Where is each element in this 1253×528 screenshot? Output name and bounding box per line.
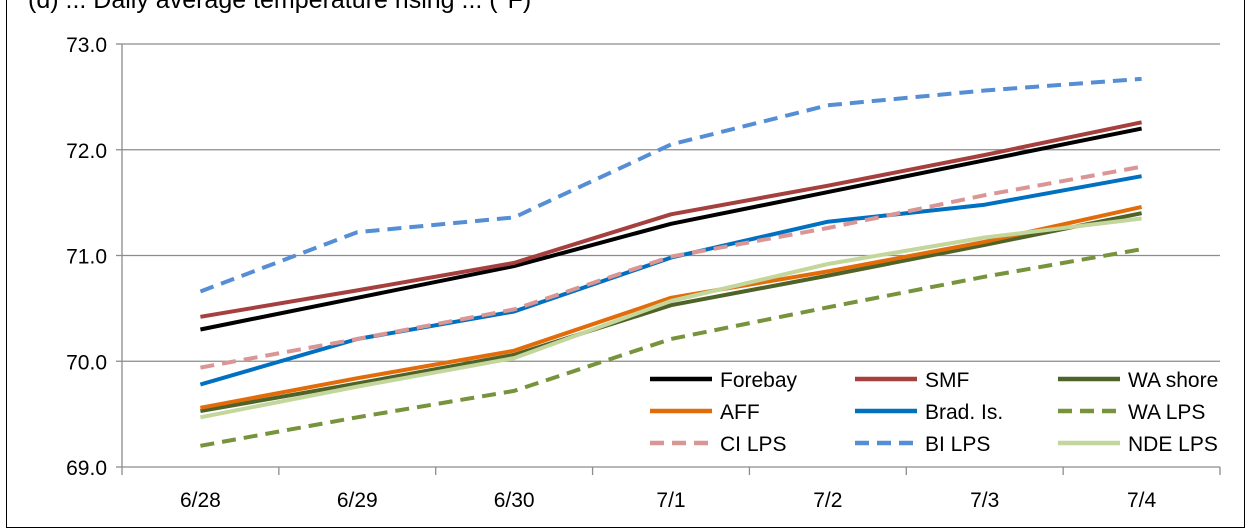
legend-label: Brad. Is. (925, 401, 1003, 424)
chart-title: (d) ... Daily average temperature rising… (28, 0, 532, 14)
legend-item-brad-is: Brad. Is. (855, 401, 1003, 424)
y-tick-label: 73.0 (66, 34, 107, 57)
y-tick-label: 71.0 (66, 246, 107, 269)
legend-item-nde-lps: NDE LPS (1058, 433, 1218, 456)
legend-item-aff: AFF (650, 401, 760, 424)
legend: Forebay SMF WA shore AFF Brad. Is. WA LPS CI L… (640, 362, 1220, 460)
legend-item-forebay: Forebay (650, 369, 798, 392)
legend-background (640, 362, 1220, 460)
legend-label: WA shore (1128, 369, 1218, 392)
series-line-aff (200, 204, 1143, 410)
series-line-bi-lps (199, 76, 1142, 294)
series-line-nde-lps (200, 216, 1142, 420)
series-line-smf (200, 120, 1143, 319)
x-tick-label: 6/30 (494, 489, 535, 512)
x-tick-label: 7/4 (1127, 489, 1157, 512)
legend-label: WA LPS (1128, 401, 1205, 424)
x-tick-label: 6/29 (337, 489, 378, 512)
legend-item-wa-shore: WA shore (1058, 369, 1218, 392)
legend-label: Forebay (720, 369, 798, 392)
y-tick-label: 72.0 (66, 140, 107, 163)
x-tick-label: 7/2 (813, 489, 842, 512)
axis-layer: 69.0 70.0 71.0 72.0 73.0 6/28 6/29 6/30 7/1 7/2 7/… (66, 34, 1221, 512)
series-line-forebay (200, 126, 1142, 332)
series-line-wa-lps (200, 247, 1142, 448)
series-line-wa-shore (200, 211, 1142, 413)
x-tick-label: 7/3 (970, 489, 999, 512)
legend-label: SMF (925, 369, 969, 392)
y-tick-label: 70.0 (66, 351, 107, 374)
series-line-brad-is (199, 174, 1142, 387)
x-tick-label: 7/1 (656, 489, 685, 512)
legend-label: NDE LPS (1128, 433, 1218, 456)
series-layer (199, 76, 1143, 448)
y-tick-label: 69.0 (66, 457, 107, 480)
legend-label: AFF (720, 401, 760, 424)
legend-item-bi-lps: BI LPS (855, 433, 990, 456)
legend-item-smf: SMF (855, 369, 969, 392)
legend-label: CI LPS (720, 433, 787, 456)
legend-item-ci-lps: CI LPS (650, 433, 787, 456)
legend-label: BI LPS (925, 433, 990, 456)
x-tick-label: 6/28 (180, 489, 221, 512)
series-line-ci-lps (200, 164, 1142, 370)
legend-item-wa-lps: WA LPS (1058, 401, 1205, 424)
